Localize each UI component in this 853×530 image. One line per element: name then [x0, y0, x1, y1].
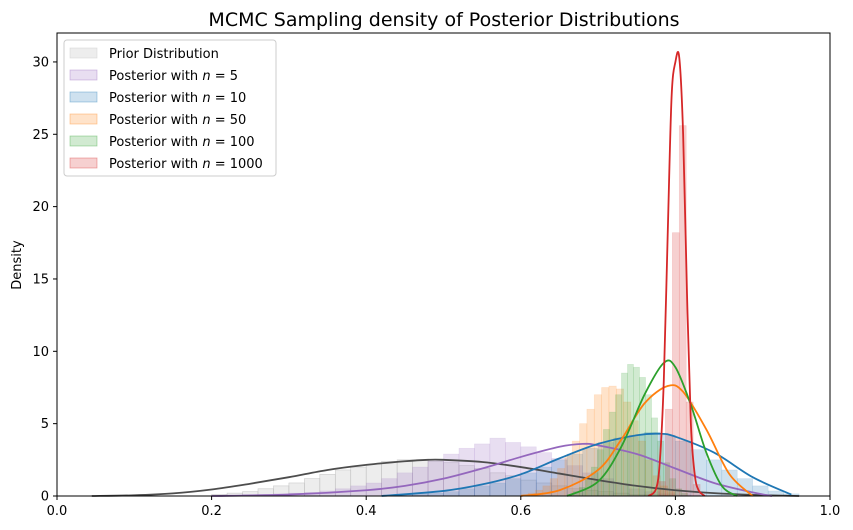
y-tick-label: 0 — [41, 490, 49, 505]
legend-label: Posterior with n = 5 — [109, 69, 238, 84]
legend-box — [63, 39, 277, 177]
legend-label: Posterior with n = 1000 — [109, 157, 263, 172]
kde-curves — [91, 50, 800, 497]
kde-curve — [566, 359, 738, 497]
histogram-bar — [520, 472, 537, 497]
histogram-bar — [542, 485, 551, 497]
y-tick-label: 30 — [32, 55, 49, 70]
histogram-bars — [211, 125, 800, 497]
legend-swatch — [69, 47, 98, 59]
legend-label: Posterior with n = 50 — [109, 113, 246, 128]
legend-swatch — [69, 69, 98, 81]
histogram-bar — [458, 488, 475, 497]
kde-curve — [647, 50, 706, 497]
histogram-bar — [549, 478, 558, 497]
x-tick-label: 0.0 — [47, 504, 68, 519]
y-tick-label: 5 — [41, 417, 49, 432]
chart-title: MCMC Sampling density of Posterior Distr… — [208, 9, 679, 31]
legend-label: Posterior with n = 100 — [109, 135, 255, 150]
histogram-bar — [706, 459, 723, 497]
kde-curve — [520, 384, 754, 497]
x-tick-label: 0.6 — [510, 504, 531, 519]
x-tick-label: 0.4 — [356, 504, 377, 519]
x-tick-label: 1.0 — [820, 504, 841, 519]
y-tick-label: 20 — [32, 200, 49, 215]
y-tick-label: 15 — [32, 272, 49, 287]
legend-swatch — [69, 157, 98, 169]
histogram-bar — [665, 408, 673, 497]
histogram-bar — [489, 482, 506, 497]
kde-curve — [211, 442, 773, 497]
kde-curve — [91, 458, 800, 497]
y-tick-label: 25 — [32, 128, 49, 143]
histogram-bar — [597, 449, 604, 497]
histogram-bar — [474, 485, 491, 497]
x-tick-label: 0.8 — [665, 504, 686, 519]
plot-frame — [56, 32, 831, 497]
legend-swatch — [69, 113, 98, 125]
histogram-bar — [443, 491, 460, 497]
y-axis: 0 5 10 15 20 25 30 — [32, 55, 57, 505]
histogram-bar — [571, 440, 580, 497]
x-tick-label: 0.2 — [201, 504, 222, 519]
histogram-bar — [633, 366, 640, 497]
histogram-bar — [645, 394, 652, 497]
kde-curve — [381, 432, 792, 497]
x-axis: 0.0 0.2 0.4 0.6 0.8 1.0 — [47, 496, 841, 519]
y-tick-label: 10 — [32, 345, 49, 360]
legend-swatch — [69, 135, 98, 147]
legend-label: Posterior with n = 10 — [109, 91, 246, 106]
y-axis-label: Density — [10, 240, 25, 290]
legend-swatch — [69, 91, 98, 103]
legend-label: Prior Distribution — [109, 47, 219, 62]
legend: Prior Distribution Posterior with n = 5 Po… — [63, 39, 277, 177]
histogram-bar — [505, 478, 522, 497]
